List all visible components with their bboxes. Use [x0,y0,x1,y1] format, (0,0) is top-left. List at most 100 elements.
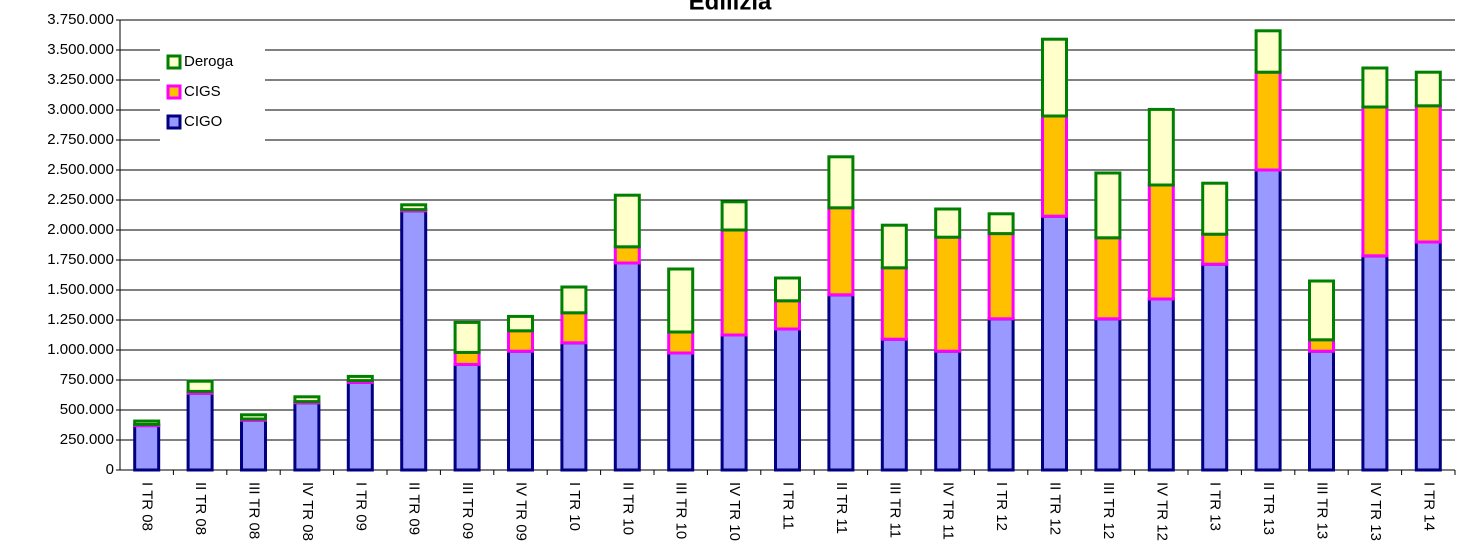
bar-segment [613,193,641,249]
bar-segment [133,419,161,426]
y-tick-label: 3.250.000 [47,71,114,88]
bar-segment [186,391,214,472]
bar-segment [720,200,748,232]
bar-segment [507,314,534,333]
legend-label: Deroga [184,53,234,70]
bar-segment [1041,37,1068,118]
x-tick-label: IV TR 08 [299,482,316,541]
y-tick-label: 1.750.000 [47,251,114,268]
bar-segment [934,207,962,239]
bar-segment [827,155,855,210]
bar-segment [667,330,695,355]
x-tick-label: I TR 10 [566,482,583,531]
bar-segment [1308,349,1335,472]
bar-segment [774,299,801,331]
bar-segment [1361,66,1389,109]
x-tick-label: I TR 08 [139,482,156,531]
x-tick-label: II TR 12 [1047,482,1064,535]
bar-segment [987,317,1015,472]
y-tick-label: 3.750.000 [47,11,114,28]
y-tick-label: 1.000.000 [47,341,114,358]
bar-segment [1147,297,1175,472]
bar-segment [880,266,908,341]
y-tick-label: 250.000 [60,431,114,448]
bar-segment [1147,107,1175,187]
bar-segment [987,232,1015,321]
x-tick-label: I TR 13 [1207,482,1224,531]
x-tick-label: I TR 12 [993,482,1010,531]
x-tick-label: IV TR 11 [940,482,957,540]
bar-segment [560,341,588,472]
bar-segment [667,351,695,472]
bar-segment [827,206,855,297]
legend-label: CIGS [184,83,221,100]
bar-segment [507,329,534,353]
legend-swatch [166,114,182,130]
bar-segment [1147,183,1175,301]
y-tick-label: 2.500.000 [47,161,114,178]
bar-segment [987,212,1015,236]
x-tick-label: II TR 13 [1260,482,1277,535]
bar-segment [560,285,588,315]
x-tick-label: II TR 08 [192,482,209,535]
x-tick-label: III TR 10 [673,482,690,539]
bar-segment [667,267,695,334]
bar-segment [1361,254,1389,472]
x-tick-label: III TR 12 [1100,482,1117,539]
y-tick-label: 3.500.000 [47,41,114,58]
bar-segment [1041,214,1068,472]
y-tick-label: 500.000 [60,401,114,418]
y-tick-label: 2.000.000 [47,221,114,238]
y-tick-label: 3.000.000 [47,101,114,118]
x-tick-label: I TR 09 [352,482,369,531]
bar-segment [613,261,641,472]
x-tick-label: III TR 13 [1314,482,1331,539]
legend-label: CIGO [184,113,222,130]
bar-segment [1308,279,1335,342]
chart-title: Edilizia [689,0,772,15]
bar-segment [400,209,428,472]
bar-segment [1094,171,1122,240]
y-tick-label: 750.000 [60,371,114,388]
y-tick-label: 2.750.000 [47,131,114,148]
bar-segment [1254,29,1282,74]
x-tick-label: IV TR 10 [726,482,743,541]
bar-segment [720,333,748,472]
x-tick-label: III TR 09 [459,482,476,539]
bar-segment [1201,262,1229,472]
bar-segment [774,327,801,472]
y-tick-label: 0 [106,461,114,478]
bar-segment [453,362,481,472]
x-tick-label: III TR 08 [246,482,263,539]
bar-segment [293,395,321,404]
x-tick-label: II TR 11 [833,482,850,534]
legend: Deroga CIGS CIGO [160,45,265,145]
bar-segment [1094,317,1122,472]
x-tick-label: I TR 11 [780,482,797,530]
y-tick-label: 1.250.000 [47,311,114,328]
bar-segment [720,228,748,337]
y-tick-label: 1.500.000 [47,281,114,298]
bar-segment [507,349,534,472]
bar-segment [400,203,428,212]
bar-segment [186,379,214,393]
bar-segment [774,276,801,303]
x-tick-label: III TR 11 [886,482,903,538]
bar-segment [1361,105,1389,258]
bar-segment [613,245,641,265]
x-tick-label: IV TR 09 [513,482,530,541]
bar-segment [346,374,374,383]
x-tick-label: I TR 14 [1420,482,1437,531]
bar-segment [293,401,321,472]
bar-segment [880,223,908,270]
bar-segment [1254,168,1282,472]
bar-segment [453,320,481,354]
bar-segment [1414,240,1442,472]
x-tick-label: II TR 10 [619,482,636,535]
legend-swatch [166,54,182,70]
bar-segment [1414,104,1442,244]
bar-segment [240,418,267,472]
bar-segment [934,235,962,353]
bar-segment [1041,114,1068,218]
